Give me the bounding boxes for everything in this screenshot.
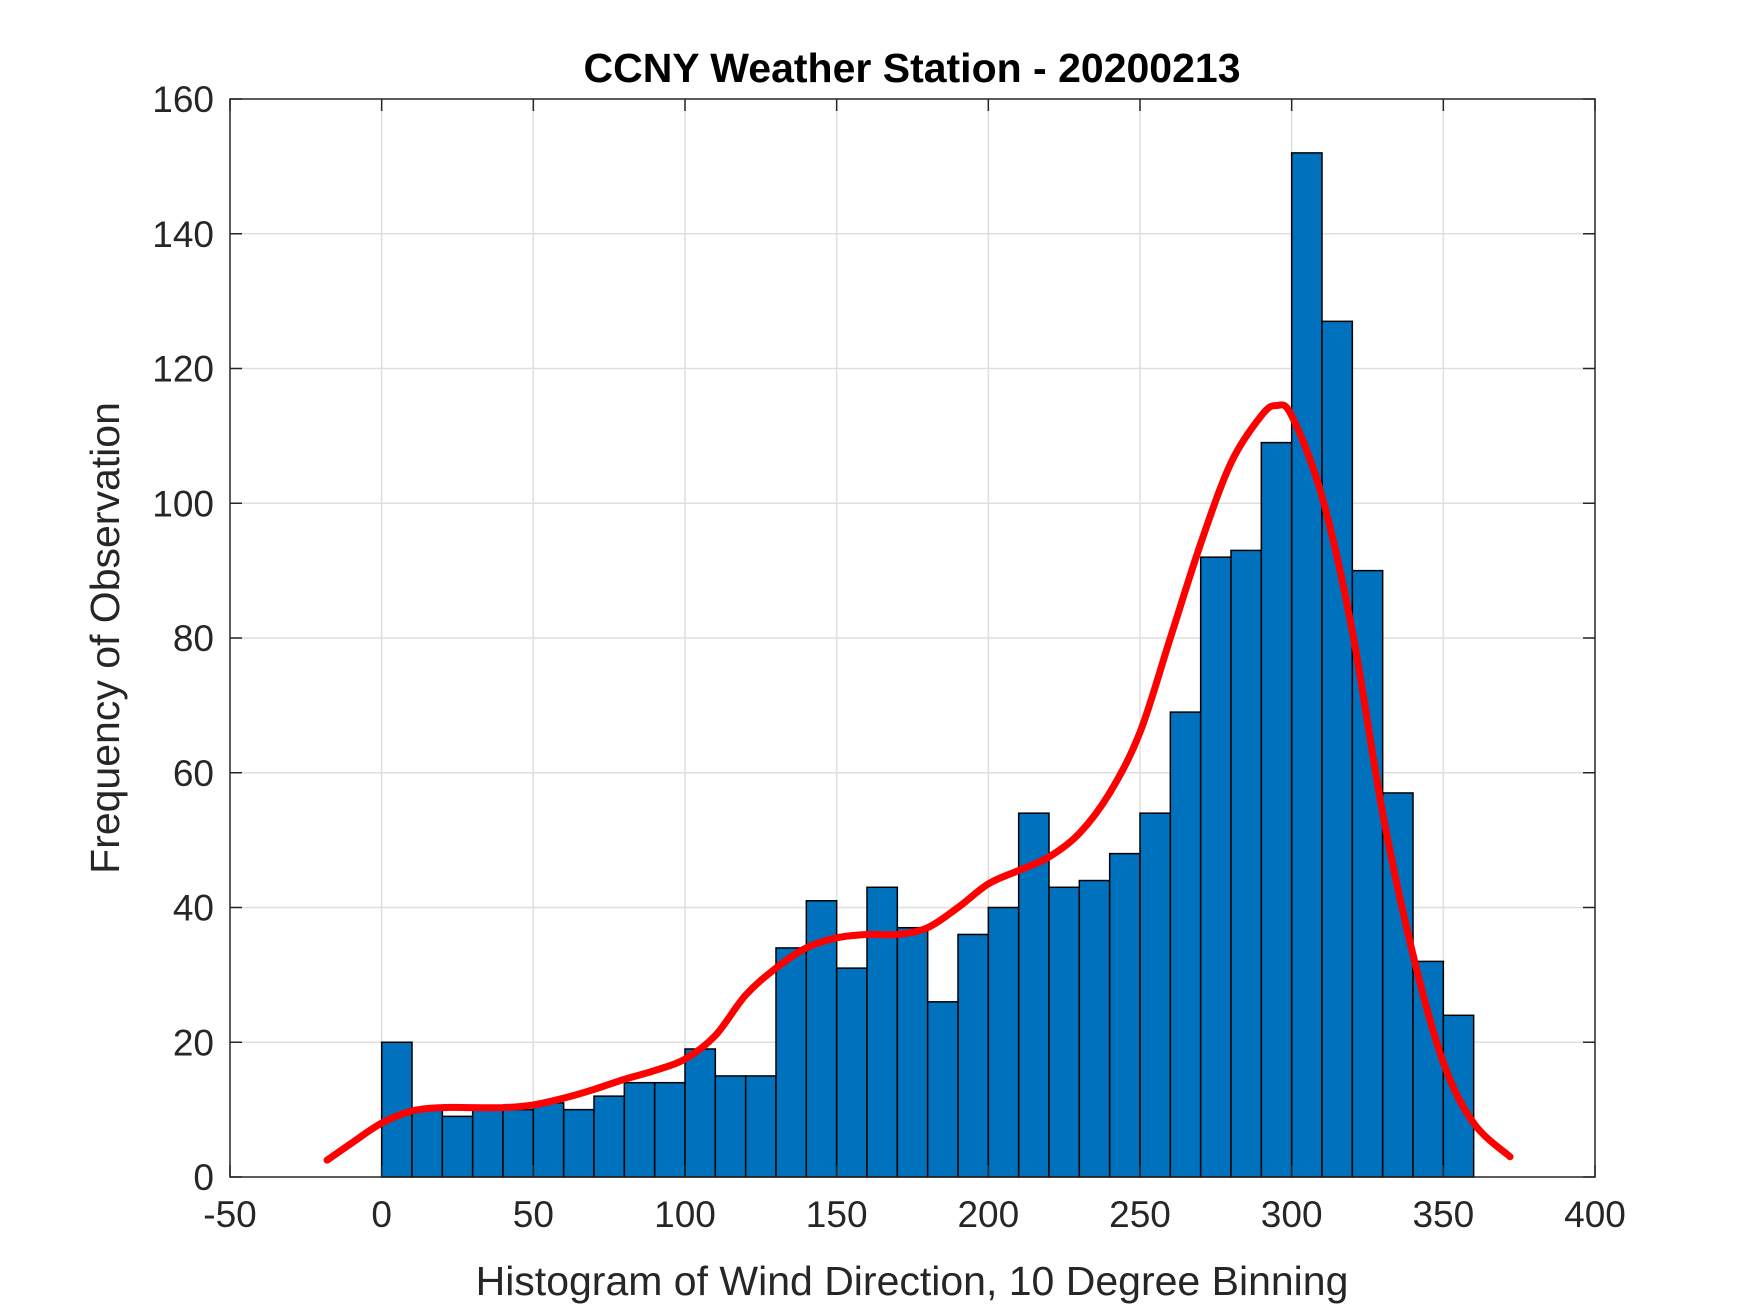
- x-tick-label: -50: [203, 1194, 256, 1235]
- histogram-bar: [411, 1108, 444, 1178]
- histogram-bar: [532, 1102, 565, 1178]
- x-tick-label: 200: [957, 1194, 1019, 1235]
- x-tick-label: 400: [1564, 1194, 1626, 1235]
- fit-curve: [323, 401, 1514, 1164]
- histogram-bar: [1139, 812, 1172, 1178]
- histogram-bar: [744, 1075, 777, 1178]
- y-tick-label: 0: [193, 1157, 214, 1198]
- y-tick-label: 40: [173, 888, 214, 929]
- histogram-bar: [1017, 812, 1050, 1178]
- histogram-bar: [684, 1048, 717, 1178]
- histogram-bar: [1078, 879, 1111, 1178]
- x-tick-label: 150: [806, 1194, 868, 1235]
- histogram-bar: [1412, 960, 1445, 1178]
- histogram-bar: [1199, 556, 1232, 1178]
- y-tick-label: 80: [173, 618, 214, 659]
- histogram-bar: [441, 1115, 474, 1178]
- histogram-bar: [1290, 152, 1323, 1178]
- y-tick-label: 20: [173, 1022, 214, 1063]
- histogram-bar: [471, 1108, 504, 1178]
- axis-ticks: [229, 98, 1596, 1178]
- histogram-bar: [835, 967, 868, 1178]
- histogram-bar: [1048, 886, 1081, 1178]
- histogram-bar: [653, 1081, 686, 1178]
- histogram-bar: [957, 933, 990, 1178]
- y-tick-label: 60: [173, 753, 214, 794]
- chart-title: CCNY Weather Station - 20200213: [583, 45, 1240, 91]
- histogram-bar: [1169, 711, 1202, 1178]
- histogram-bar: [775, 947, 808, 1178]
- y-tick-label: 100: [152, 483, 214, 524]
- histogram-bar: [866, 886, 899, 1178]
- histogram-bar: [1230, 549, 1263, 1178]
- histogram-bar: [502, 1108, 535, 1178]
- histogram-bar: [714, 1075, 747, 1178]
- x-tick-labels: -50 0 50 100 150 200 250 300 350 400: [203, 1194, 1626, 1235]
- histogram-bar: [926, 1001, 959, 1178]
- y-axis-label: Frequency of Observation: [82, 402, 128, 874]
- x-axis-label: Histogram of Wind Direction, 10 Degree B…: [476, 1258, 1349, 1304]
- histogram-bar: [623, 1081, 656, 1178]
- x-tick-label: 250: [1109, 1194, 1171, 1235]
- histogram-bar: [1321, 320, 1354, 1178]
- y-tick-label: 120: [152, 349, 214, 390]
- x-tick-label: 0: [371, 1194, 392, 1235]
- y-tick-label: 160: [152, 79, 214, 120]
- y-tick-labels: 0 20 40 60 80 100 120 140 160: [152, 79, 214, 1198]
- histogram-bar: [896, 926, 929, 1178]
- y-tick-label: 140: [152, 214, 214, 255]
- histogram-bar: [987, 906, 1020, 1178]
- histogram-bar: [1260, 441, 1293, 1178]
- histogram-bar: [593, 1095, 626, 1178]
- x-tick-label: 100: [654, 1194, 716, 1235]
- x-tick-label: 50: [513, 1194, 554, 1235]
- x-tick-label: 300: [1261, 1194, 1323, 1235]
- x-tick-label: 350: [1412, 1194, 1474, 1235]
- histogram-bar: [562, 1108, 595, 1178]
- histogram-bar: [1108, 852, 1141, 1178]
- histogram-bars: [380, 152, 1475, 1178]
